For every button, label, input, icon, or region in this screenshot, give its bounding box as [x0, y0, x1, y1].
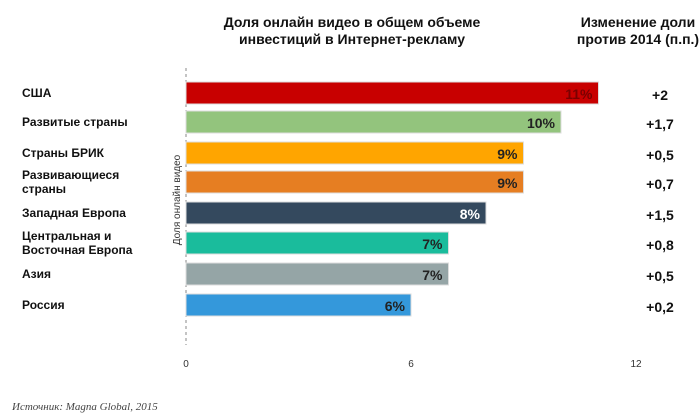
category-label: Страны БРИК	[22, 146, 105, 160]
bar	[185, 231, 449, 255]
bar	[185, 110, 562, 134]
category-label: Азия	[22, 267, 51, 281]
y-axis-label: Доля онлайн видео	[172, 154, 183, 245]
category-label: США	[22, 86, 52, 100]
x-tick-label: 6	[408, 359, 414, 370]
change-value: +0,2	[646, 299, 674, 315]
change-value: +1,7	[646, 116, 674, 132]
bar	[185, 262, 449, 286]
bar	[185, 81, 599, 105]
bar-value-label: 7%	[422, 236, 443, 252]
category-label: Восточная Европа	[22, 243, 133, 257]
change-value: +0,5	[646, 147, 674, 163]
bar-value-label: 7%	[422, 267, 443, 283]
category-label: Центральная и	[22, 229, 111, 243]
change-value: +1,5	[646, 207, 674, 223]
category-label: Развитые страны	[22, 115, 128, 129]
bar-value-label: 8%	[460, 206, 481, 222]
bar-value-label: 9%	[497, 146, 518, 162]
bar-value-label: 6%	[385, 298, 406, 314]
source-note: Источник: Magna Global, 2015	[11, 401, 158, 413]
change-header: Изменение доли	[581, 14, 695, 30]
bar-value-label: 11%	[565, 86, 593, 102]
change-value: +0,5	[646, 268, 674, 284]
bar	[185, 293, 412, 317]
bar-value-label: 9%	[497, 175, 518, 191]
change-value: +0,8	[646, 237, 674, 253]
x-tick-label: 12	[630, 359, 642, 370]
chart-title: инвестиций в Интернет-рекламу	[239, 31, 465, 47]
bar	[185, 141, 524, 165]
change-header: против 2014 (п.п.)	[577, 31, 699, 47]
category-label: страны	[22, 182, 66, 196]
category-label: Развивающиеся	[22, 168, 119, 182]
chart-title: Доля онлайн видео в общем объеме	[224, 14, 481, 30]
x-tick-label: 0	[183, 359, 189, 370]
category-label: Россия	[22, 298, 65, 312]
change-value: +0,7	[646, 176, 674, 192]
category-label: Западная Европа	[22, 206, 126, 220]
bar	[185, 201, 487, 225]
change-value: +2	[652, 87, 668, 103]
bar	[185, 170, 524, 194]
bar-value-label: 10%	[527, 115, 556, 131]
